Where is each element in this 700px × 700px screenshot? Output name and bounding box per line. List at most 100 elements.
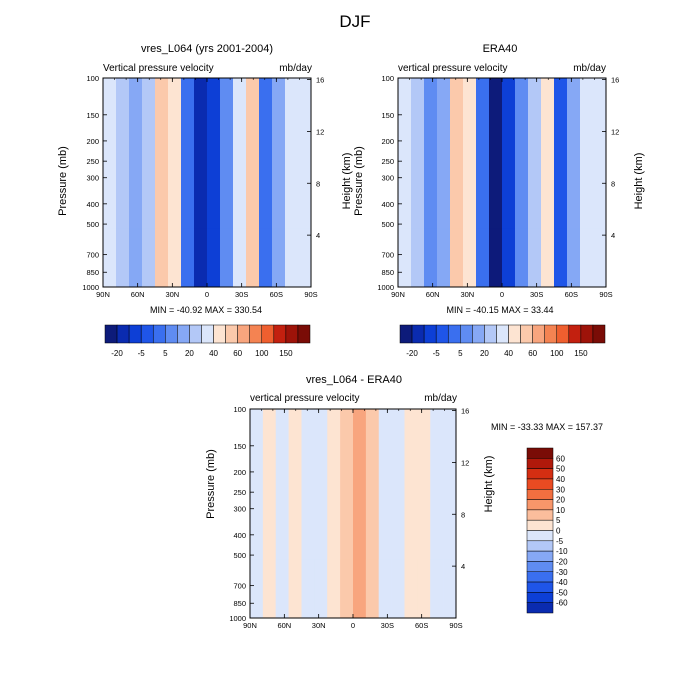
panel2-colorbar: -20 -5 5 20 40 60 100 150 [399,324,606,358]
panel3-title: vres_L064 - ERA40 [306,374,402,386]
heatmap-lower-band [515,228,529,287]
x-tick-label: 90S [599,290,612,299]
colorbar-swatch [526,468,554,480]
heatmap-lower-band [463,228,477,287]
colorbar-label: 40 [209,349,218,358]
y-tick-label: 850 [233,599,246,608]
colorbar-swatch [140,324,154,344]
colorbar-swatch [104,324,118,344]
y-tick-label: 300 [86,174,99,183]
panel1-units: mb/day [279,63,312,74]
colorbar-label: 150 [279,349,293,358]
heatmap-lower-band [272,228,286,287]
y-tick-label: 250 [381,157,394,166]
colorbar-swatch [526,519,554,531]
y-tick-label: 1000 [377,283,394,292]
panel1-plot: 90N 60N 30N 0 30S 60S 90S 100 150 200 250 300 400 500… [82,74,324,299]
heatmap-lower-band [593,228,607,287]
colorbar-swatch [213,324,226,344]
colorbar-swatch [526,581,554,593]
colorbar-label: 60 [233,349,242,358]
colorbar-swatch [152,324,166,344]
y2-tick-label: 8 [316,179,320,188]
x-tick-label: 60N [277,621,291,630]
colorbar-swatch [526,489,554,500]
heatmap-lower-band [129,228,143,287]
colorbar-swatch [189,324,202,344]
panel1-y2label: Height (km) [341,153,353,210]
panel1-variable-label: Vertical pressure velocity [103,63,214,74]
heatmap-lower-band [194,228,208,287]
colorbar-label: 0 [556,527,561,536]
panel3-minmax: MIN = -33.33 MAX = 157.37 [491,422,603,432]
heatmap-lower-band [424,228,438,287]
colorbar-swatch [273,324,287,344]
colorbar-swatch [544,324,558,344]
heatmap-lower-band [168,228,182,287]
heatmap-lower-band [275,559,290,618]
heatmap-lower-band [314,559,328,618]
figure-title: DJF [339,12,370,31]
x-tick-label: 60S [565,290,578,299]
heatmap-lower-band [391,559,406,618]
colorbar-swatch [526,478,554,490]
colorbar-swatch [472,324,485,344]
y-tick-label: 850 [86,268,99,277]
colorbar-label: -40 [556,578,568,587]
panel2-variable-label: vertical pressure velocity [398,63,507,74]
y-tick-label: 1000 [229,614,246,623]
panel1-ylabel: Pressure (mb) [57,146,69,216]
colorbar-swatch [580,324,594,344]
x-tick-label: 30N [460,290,474,299]
heatmap-lower-band [489,228,503,287]
colorbar-swatch [177,324,190,344]
colorbar-label: 100 [550,349,564,358]
heatmap-lower-band [298,228,312,287]
colorbar-swatch [568,324,582,344]
colorbar-swatch [526,540,554,552]
heatmap-lower-band [378,559,393,618]
x-tick-label: 30S [530,290,543,299]
heatmap-lower-band [567,228,581,287]
colorbar-swatch [249,324,263,344]
colorbar-swatch [526,458,554,469]
panel1-title: vres_L064 (yrs 2001-2004) [141,43,273,55]
colorbar-swatch [237,324,250,344]
colorbar-label: -20 [406,349,418,358]
panel2-plot: 90N 60N 30N 0 30S 60S 90S 100 150 200 250 300 400 500… [377,74,619,299]
x-tick-label: 90S [449,621,462,630]
colorbar-swatch [201,324,214,344]
x-tick-label: 30S [235,290,248,299]
heatmap-lower-band [450,228,464,287]
colorbar-label: 150 [574,349,588,358]
y2-tick-label: 12 [611,127,619,136]
colorbar-label: -10 [556,547,568,556]
y-tick-label: 200 [381,137,394,146]
panel2-minmax: MIN = -40.15 MAX = 33.44 [446,305,553,315]
y-tick-label: 400 [233,531,246,540]
y-tick-label: 700 [381,251,394,260]
colorbar-label: -20 [111,349,123,358]
x-tick-label: 60S [270,290,283,299]
heatmap-lower-band [250,559,264,618]
x-tick-label: 90N [391,290,405,299]
panel2-y2label: Height (km) [633,153,645,210]
heatmap-lower-band [142,228,156,287]
colorbar-swatch [526,561,554,573]
heatmap-lower-band [443,559,457,618]
y-tick-label: 700 [86,251,99,260]
heatmap-lower-band [246,228,260,287]
heatmap-lower-band [288,559,303,618]
heatmap-lower-band [404,559,418,618]
x-tick-label: 90N [243,621,257,630]
colorbar-label: 5 [556,516,561,525]
colorbar-swatch [261,324,275,344]
heatmap-lower-band [437,228,451,287]
colorbar-label: 20 [185,349,194,358]
y-tick-label: 400 [86,200,99,209]
y-tick-label: 1000 [82,283,99,292]
x-tick-label: 30S [381,621,394,630]
heatmap-lower-band [285,228,299,287]
colorbar-label: -5 [556,537,564,546]
